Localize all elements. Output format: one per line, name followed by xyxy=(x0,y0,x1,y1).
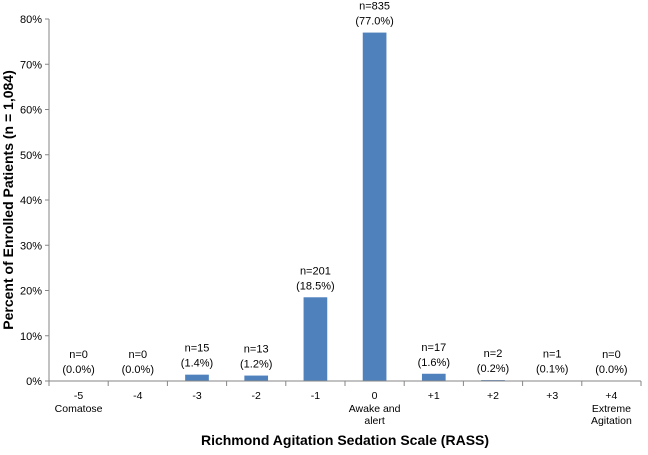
data-label-count: n=0 xyxy=(602,349,621,361)
data-label-percent: (0.0%) xyxy=(62,364,94,376)
data-label-count: n=0 xyxy=(69,349,88,361)
x-tick-sublabel: alert xyxy=(364,415,385,427)
x-tick-label: 0 xyxy=(372,390,378,402)
x-tick-sublabel: Extreme xyxy=(592,403,631,415)
y-tick-label: 70% xyxy=(20,59,42,71)
bar xyxy=(421,373,446,381)
data-label-percent: (0.0%) xyxy=(122,364,154,376)
y-tick-label: 50% xyxy=(20,150,42,162)
data-label-count: n=17 xyxy=(421,342,446,354)
x-tick-label: -5 xyxy=(74,390,83,402)
data-label-percent: (1.6%) xyxy=(418,357,450,369)
x-tick-label: -2 xyxy=(252,390,261,402)
y-tick-label: 30% xyxy=(20,240,42,252)
data-label-percent: (18.5%) xyxy=(296,280,335,292)
data-label-count: n=835 xyxy=(359,1,390,13)
y-tick-label: 40% xyxy=(20,195,42,207)
data-label-count: n=13 xyxy=(244,344,269,356)
data-label-percent: (0.2%) xyxy=(477,363,509,375)
bar xyxy=(185,374,209,381)
y-tick-label: 80% xyxy=(20,14,42,26)
x-tick-label: -1 xyxy=(311,390,320,402)
x-tick-sublabel: Awake and xyxy=(349,403,401,415)
y-tick-label: 20% xyxy=(20,286,42,298)
data-label-count: n=15 xyxy=(185,343,210,355)
y-tick-label: 10% xyxy=(20,331,42,343)
data-label-percent: (1.4%) xyxy=(181,358,213,370)
x-tick-sublabel: Comatose xyxy=(55,403,103,415)
y-tick-label: 0% xyxy=(26,376,42,388)
bar xyxy=(244,375,269,381)
x-tick-label: +3 xyxy=(546,390,558,402)
bar xyxy=(362,32,387,381)
x-tick-label: +1 xyxy=(428,390,440,402)
x-tick-label: +4 xyxy=(605,390,617,402)
x-tick-label: -4 xyxy=(133,390,142,402)
bars-group xyxy=(185,32,565,381)
data-label-count: n=201 xyxy=(300,265,331,277)
data-label-percent: (77.0%) xyxy=(355,16,394,28)
data-label-percent: (0.0%) xyxy=(595,364,627,376)
bar xyxy=(303,297,328,381)
y-tick-label: 60% xyxy=(20,105,42,117)
x-axis-title: Richmond Agitation Sedation Scale (RASS) xyxy=(201,432,489,448)
data-label-count: n=2 xyxy=(484,348,503,360)
x-tick-label: +2 xyxy=(487,390,499,402)
data-label-count: n=0 xyxy=(128,349,147,361)
data-label-percent: (1.2%) xyxy=(240,359,272,371)
x-tick-label: -3 xyxy=(192,390,201,402)
y-axis-title: Percent of Enrolled Patients (n = 1,084) xyxy=(0,70,16,329)
data-label-percent: (0.1%) xyxy=(536,364,568,376)
x-tick-sublabel: Agitation xyxy=(591,415,632,427)
axes-group: 0% 10% 20% 30% 40% 50% 60% 70% 80% xyxy=(20,14,642,388)
data-label-count: n=1 xyxy=(543,349,562,361)
